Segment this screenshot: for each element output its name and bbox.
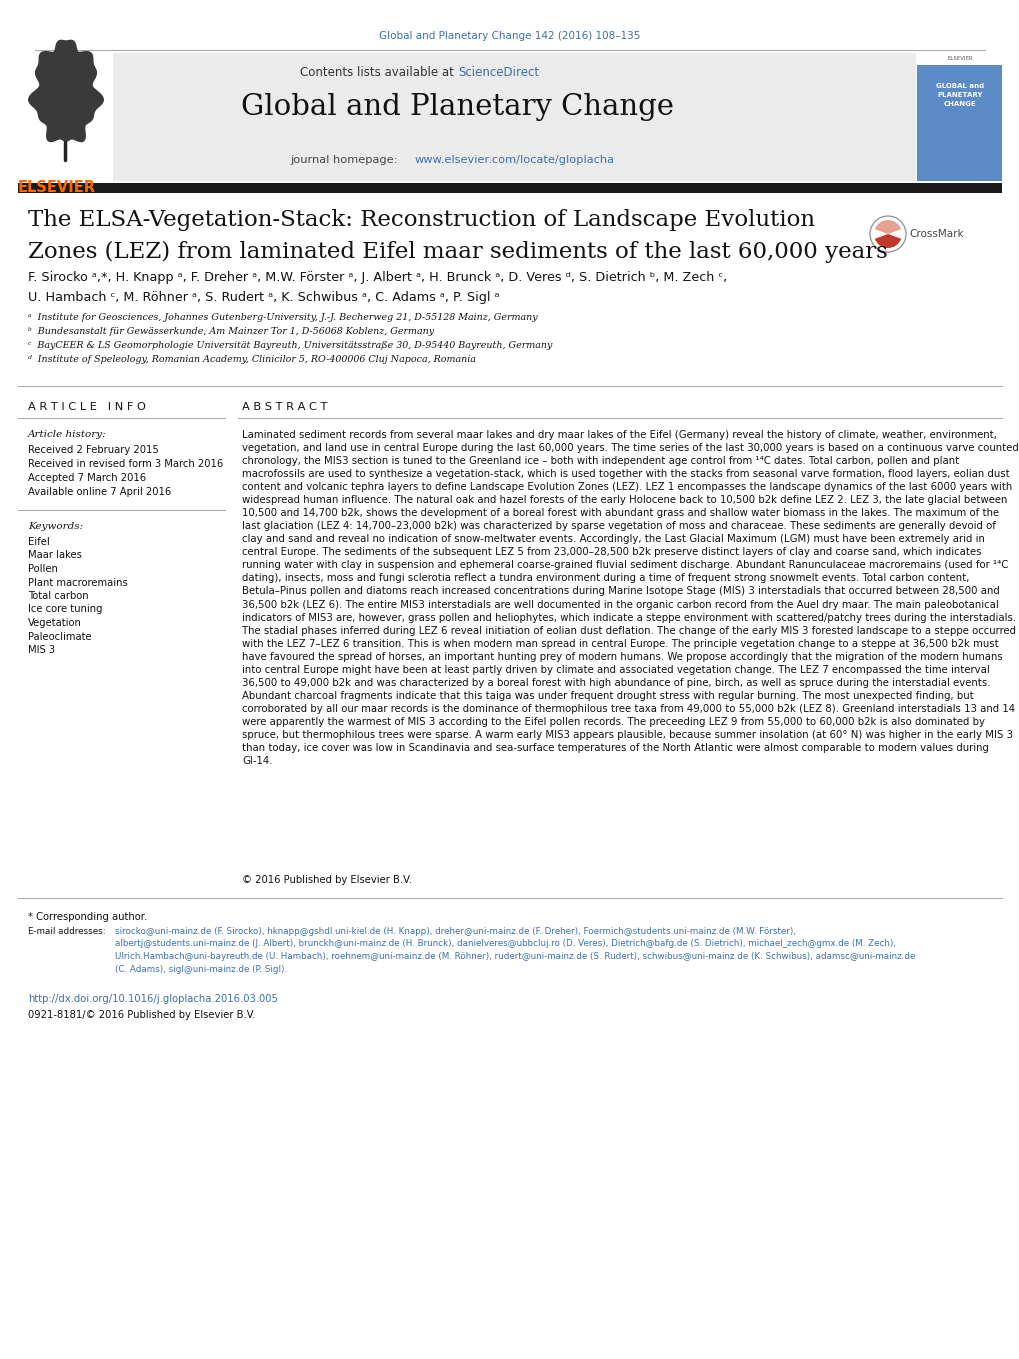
Text: ᶜ  BayCEER & LS Geomorphologie Universität Bayreuth, Universitätsstraße 30, D-95: ᶜ BayCEER & LS Geomorphologie Universitä… (28, 341, 552, 351)
Text: Total carbon: Total carbon (28, 591, 89, 601)
Text: ELSEVIER: ELSEVIER (18, 179, 96, 194)
Text: Global and Planetary Change: Global and Planetary Change (242, 92, 674, 121)
Text: CrossMark: CrossMark (908, 230, 963, 239)
Text: ᵇ  Bundesanstalt für Gewässerkunde, Am Mainzer Tor 1, D-56068 Koblenz, Germany: ᵇ Bundesanstalt für Gewässerkunde, Am Ma… (28, 328, 434, 337)
Text: © 2016 Published by Elsevier B.V.: © 2016 Published by Elsevier B.V. (242, 875, 412, 885)
Text: Accepted 7 March 2016: Accepted 7 March 2016 (28, 473, 146, 482)
Text: ScienceDirect: ScienceDirect (458, 65, 539, 79)
Wedge shape (874, 234, 900, 247)
Bar (916, 53, 1001, 65)
Bar (18, 183, 1001, 193)
Bar (916, 53, 1001, 181)
Text: Laminated sediment records from several maar lakes and dry maar lakes of the Eif: Laminated sediment records from several … (242, 429, 1018, 766)
Text: Global and Planetary Change 142 (2016) 108–135: Global and Planetary Change 142 (2016) 1… (379, 31, 640, 41)
Text: Zones (LEZ) from laminated Eifel maar sediments of the last 60,000 years: Zones (LEZ) from laminated Eifel maar se… (28, 241, 887, 264)
Text: Maar lakes: Maar lakes (28, 550, 82, 560)
Text: Ice core tuning: Ice core tuning (28, 605, 102, 614)
Text: ᵈ  Institute of Speleology, Romanian Academy, Clinicilor 5, RO-400006 Cluj Napoc: ᵈ Institute of Speleology, Romanian Acad… (28, 356, 476, 364)
Text: Eifel: Eifel (28, 537, 50, 548)
Text: http://dx.doi.org/10.1016/j.gloplacha.2016.03.005: http://dx.doi.org/10.1016/j.gloplacha.20… (28, 993, 277, 1004)
Text: * Corresponding author.: * Corresponding author. (28, 912, 147, 921)
Text: Received 2 February 2015: Received 2 February 2015 (28, 444, 159, 455)
Bar (58, 53, 915, 181)
Text: ᵃ  Institute for Geosciences, Johannes Gutenberg-University, J.-J. Becherweg 21,: ᵃ Institute for Geosciences, Johannes Gu… (28, 314, 537, 322)
Text: Received in revised form 3 March 2016: Received in revised form 3 March 2016 (28, 459, 223, 469)
Text: Contents lists available at: Contents lists available at (300, 65, 458, 79)
Text: 0921-8181/© 2016 Published by Elsevier B.V.: 0921-8181/© 2016 Published by Elsevier B… (28, 1010, 256, 1021)
Wedge shape (874, 220, 900, 234)
Text: ELSEVIER: ELSEVIER (947, 57, 972, 61)
Text: Plant macroremains: Plant macroremains (28, 578, 127, 587)
Text: GLOBAL and
PLANETARY
CHANGE: GLOBAL and PLANETARY CHANGE (935, 83, 983, 106)
Text: Article history:: Article history: (28, 429, 107, 439)
Text: A B S T R A C T: A B S T R A C T (242, 402, 327, 412)
Text: Pollen: Pollen (28, 564, 58, 573)
Text: MIS 3: MIS 3 (28, 646, 55, 655)
Text: Keywords:: Keywords: (28, 522, 83, 531)
Text: The ELSA-Vegetation-Stack: Reconstruction of Landscape Evolution: The ELSA-Vegetation-Stack: Reconstructio… (28, 209, 814, 231)
Text: F. Sirocko ᵃ,*, H. Knapp ᵃ, F. Dreher ᵃ, M.W. Förster ᵃ, J. Albert ᵃ, H. Brunck : F. Sirocko ᵃ,*, H. Knapp ᵃ, F. Dreher ᵃ,… (28, 270, 727, 284)
Text: U. Hambach ᶜ, M. Röhner ᵃ, S. Rudert ᵃ, K. Schwibus ᵃ, C. Adams ᵃ, P. Sigl ᵃ: U. Hambach ᶜ, M. Röhner ᵃ, S. Rudert ᵃ, … (28, 291, 499, 303)
Text: www.elsevier.com/locate/gloplacha: www.elsevier.com/locate/gloplacha (415, 155, 614, 164)
Text: Available online 7 April 2016: Available online 7 April 2016 (28, 487, 171, 497)
Bar (18, 53, 113, 181)
Text: A R T I C L E   I N F O: A R T I C L E I N F O (28, 402, 146, 412)
Text: journal homepage:: journal homepage: (289, 155, 400, 164)
Text: E-mail addresses:: E-mail addresses: (28, 927, 108, 936)
Text: Vegetation: Vegetation (28, 618, 82, 628)
Text: Paleoclimate: Paleoclimate (28, 632, 92, 641)
Text: sirocko@uni-mainz.de (F. Sirocko), hknapp@gshdl.uni-kiel.de (H. Knapp), dreher@u: sirocko@uni-mainz.de (F. Sirocko), hknap… (115, 927, 914, 973)
Polygon shape (29, 41, 103, 141)
